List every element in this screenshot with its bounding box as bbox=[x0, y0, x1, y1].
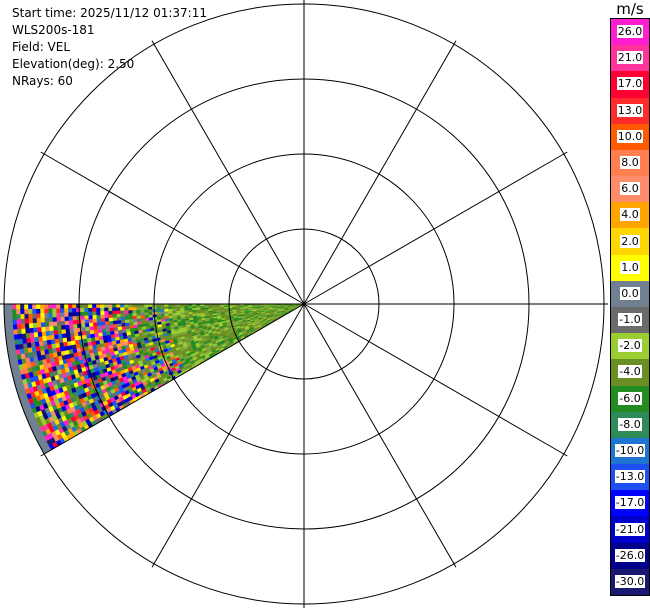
colorbar-tick-label: 26.0 bbox=[616, 25, 644, 39]
start-time-text: Start time: 2025/11/12 01:37:11 bbox=[12, 6, 207, 20]
instrument-text: WLS200s-181 bbox=[12, 23, 95, 37]
azimuth-line-330 bbox=[151, 40, 305, 305]
colorbar-tick-label: 1.0 bbox=[620, 260, 640, 274]
colorbar-tick-label: -2.0 bbox=[618, 339, 642, 353]
field-text: Field: VEL bbox=[12, 40, 71, 54]
elevation-text: Elevation(deg): 2.50 bbox=[12, 57, 135, 71]
colorbar-tick-label: -26.0 bbox=[614, 548, 646, 562]
colorbar-tick-label: -1.0 bbox=[618, 313, 642, 327]
azimuth-line-210 bbox=[151, 303, 305, 568]
colorbar-tick-label: 6.0 bbox=[620, 182, 640, 196]
scan-info: Start time: 2025/11/12 01:37:11 WLS200s-… bbox=[12, 5, 207, 90]
azimuth-line-240 bbox=[40, 303, 305, 457]
azimuth-line-120 bbox=[303, 303, 568, 457]
colorbar-tick-label: -30.0 bbox=[614, 574, 646, 588]
colorbar-tick-label: 17.0 bbox=[616, 77, 644, 91]
colorbar-tick-label: -4.0 bbox=[618, 365, 642, 379]
colorbar-tick-label: 8.0 bbox=[620, 156, 640, 169]
colorbar-tick-label: -10.0 bbox=[614, 444, 646, 457]
colorbar-tick-label: 10.0 bbox=[616, 129, 644, 143]
colorbar-tick-label: 2.0 bbox=[620, 234, 640, 248]
colorbar-unit: m/s bbox=[616, 0, 644, 18]
colorbar-tick-label: -6.0 bbox=[618, 391, 642, 405]
ppi-plot bbox=[0, 0, 608, 608]
colorbar-tick-label: 4.0 bbox=[620, 208, 640, 222]
colorbar-tick-label: -17.0 bbox=[614, 496, 646, 510]
nrays-text: NRays: 60 bbox=[12, 74, 73, 88]
colorbar-tick-label: -13.0 bbox=[614, 470, 646, 484]
colorbar-tick-label: 0.0 bbox=[620, 286, 640, 300]
colorbar-tick-label: -21.0 bbox=[614, 522, 646, 536]
velocity-data-sector bbox=[3, 303, 305, 455]
azimuth-line-150 bbox=[303, 303, 457, 568]
azimuth-line-30 bbox=[303, 40, 457, 305]
azimuth-spokes bbox=[0, 0, 608, 608]
azimuth-line-60 bbox=[303, 151, 568, 305]
colorbar-tick-label: 21.0 bbox=[616, 51, 644, 65]
colorbar-tick-label: 13.0 bbox=[616, 103, 644, 117]
colorbar-tick-label: -8.0 bbox=[618, 417, 642, 431]
azimuth-line-300 bbox=[40, 151, 305, 305]
colorbar: 26.0 21.0 17.0 13.0 10.0 8.0 6.0 4.0 2.0 1.0 0.0 -1… bbox=[610, 18, 650, 596]
